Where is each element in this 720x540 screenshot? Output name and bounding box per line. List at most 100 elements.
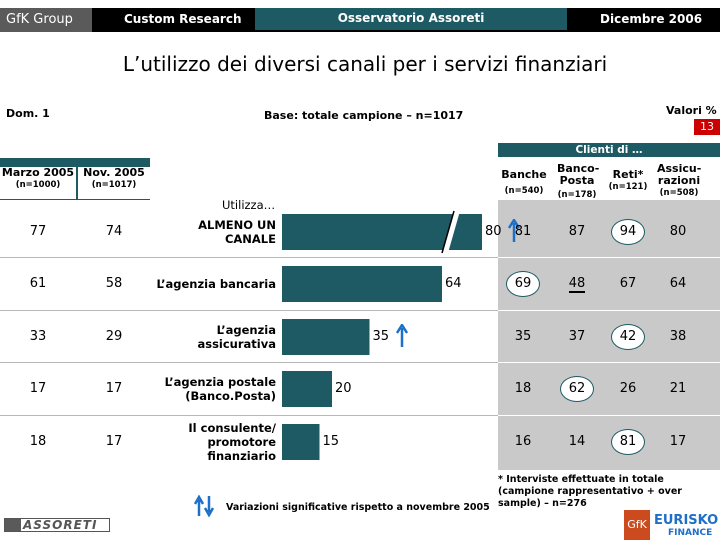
page-title: L’utilizzo dei diversi canali per i serv… (122, 52, 608, 76)
col-reti-label: Reti* (612, 168, 644, 181)
clienti-value: 87 (557, 224, 597, 239)
gfk-logo-text: GfK (624, 510, 650, 540)
clienti-value: 16 (503, 434, 543, 449)
brand-label: GfK Group (0, 8, 92, 32)
clienti-value-text: 14 (568, 434, 586, 449)
clienti-value-text: 21 (669, 381, 687, 396)
finance-logo-text: FINANCE (668, 528, 713, 538)
clienti-value-text: 64 (669, 276, 687, 291)
significant-increase-arrow (395, 324, 408, 347)
bar (282, 371, 332, 407)
right-row-separator (498, 257, 720, 258)
col-reti-n: (n=121) (608, 182, 648, 192)
nov-value: 17 (105, 434, 123, 449)
axis-break-line (441, 210, 455, 254)
clienti-header: Clienti di … (498, 143, 720, 157)
bar-value: 64 (445, 276, 462, 291)
clienti-value-text: 87 (568, 224, 586, 239)
clienti-value: 94 (608, 224, 648, 239)
clienti-value-text: 18 (514, 381, 532, 396)
right-row-separator (498, 310, 720, 311)
clienti-value: 69 (503, 276, 543, 291)
category-label-text: Il consulente/ promotore finanziario (188, 421, 276, 463)
clienti-value-text: 38 (669, 329, 687, 344)
row-separator (0, 362, 498, 363)
utilizza-label: Utilizza… (222, 198, 276, 212)
right-row-separator (498, 362, 720, 363)
clienti-value-text: 94 (619, 224, 637, 239)
clienti-value: 42 (608, 329, 648, 344)
nov-value: 74 (105, 224, 123, 239)
clienti-value: 26 (608, 381, 648, 396)
clienti-value-text: 62 (568, 381, 586, 396)
row-separator (0, 310, 498, 311)
question-label: Dom. 1 (6, 107, 50, 120)
col-reti: Reti* (n=121) (604, 163, 652, 193)
col-bancoposta-n: (n=178) (557, 190, 597, 200)
clienti-value-text: 81 (619, 434, 637, 449)
col-assicurazioni-label: Assicu-razioni (657, 162, 702, 187)
header-center-label: Osservatorio Assoreti (255, 8, 567, 30)
col-assicurazioni: Assicu-razioni (n=508) (653, 163, 705, 199)
nov-value: 17 (105, 381, 123, 396)
col-bancoposta-label: Banco-Posta (557, 162, 600, 187)
header-left-label: Custom Research (124, 12, 242, 26)
col-banche-label: Banche (501, 168, 547, 181)
bar-value: 20 (335, 381, 352, 396)
category-label: L’agenzia bancaria (146, 269, 276, 299)
unit-label: Valori % (666, 104, 717, 117)
bar (282, 266, 442, 302)
chart-area (0, 158, 498, 470)
right-header-bg (498, 158, 720, 200)
right-row-separator (498, 415, 720, 416)
clienti-value-text: 48 (568, 276, 586, 293)
bar (282, 424, 320, 460)
row-separator (0, 257, 498, 258)
clienti-value: 14 (557, 434, 597, 449)
col-nov-label: Nov. 2005 (83, 166, 145, 179)
col-nov: Nov. 2005 (n=1017) (78, 167, 150, 199)
col-nov-n: (n=1017) (91, 180, 137, 190)
category-label-text: L’agenzia bancaria (156, 277, 276, 291)
clienti-value-text: 80 (669, 224, 687, 239)
category-label: L’agenzia postale (Banco.Posta) (146, 374, 276, 404)
category-label: Il consulente/ promotore finanziario (146, 421, 276, 463)
clienti-value: 38 (658, 329, 698, 344)
clienti-value: 35 (503, 329, 543, 344)
col-marzo-n: (n=1000) (15, 180, 61, 190)
gfk-eurisko-logo: GfK EURISKO FINANCE (624, 505, 720, 540)
bar (282, 319, 370, 355)
marzo-value: 61 (29, 276, 47, 291)
clienti-value: 81 (503, 224, 543, 239)
clienti-value: 18 (503, 381, 543, 396)
col-bancoposta: Banco-Posta (n=178) (551, 163, 603, 201)
assoreti-logo-text: ASSORETI (23, 518, 98, 532)
bar-value: 35 (372, 329, 390, 344)
clienti-value: 21 (658, 381, 698, 396)
col-banche: Banche (n=540) (498, 163, 550, 197)
footnote: * Interviste effettuate in totale (campi… (498, 474, 682, 509)
clienti-value-text: 42 (619, 329, 637, 344)
marzo-value: 33 (29, 329, 47, 344)
nov-value: 29 (105, 329, 123, 344)
col-marzo-label: Marzo 2005 (1, 166, 75, 179)
marzo-value: 18 (29, 434, 47, 449)
clienti-value: 64 (658, 276, 698, 291)
assoreti-logo: ASSORETI (4, 518, 110, 532)
bar-value: 80 (485, 224, 502, 239)
category-label-text: L’agenzia assicurativa (197, 323, 276, 351)
clienti-value: 80 (658, 224, 698, 239)
clienti-value: 62 (557, 381, 597, 396)
clienti-value: 81 (608, 434, 648, 449)
clienti-value-text: 17 (669, 434, 687, 449)
category-label-text: L’agenzia postale (Banco.Posta) (164, 375, 276, 403)
clienti-value-text: 37 (568, 329, 586, 344)
clienti-value: 37 (557, 329, 597, 344)
bars-svg (282, 210, 482, 460)
clienti-value-text: 81 (514, 224, 532, 239)
col-assicurazioni-n: (n=508) (659, 188, 699, 198)
clienti-value-text: 69 (514, 276, 532, 291)
category-label-text: ALMENO UN CANALE (198, 218, 276, 246)
clienti-value-text: 26 (619, 381, 637, 396)
significant-increase-arrow (508, 219, 520, 242)
